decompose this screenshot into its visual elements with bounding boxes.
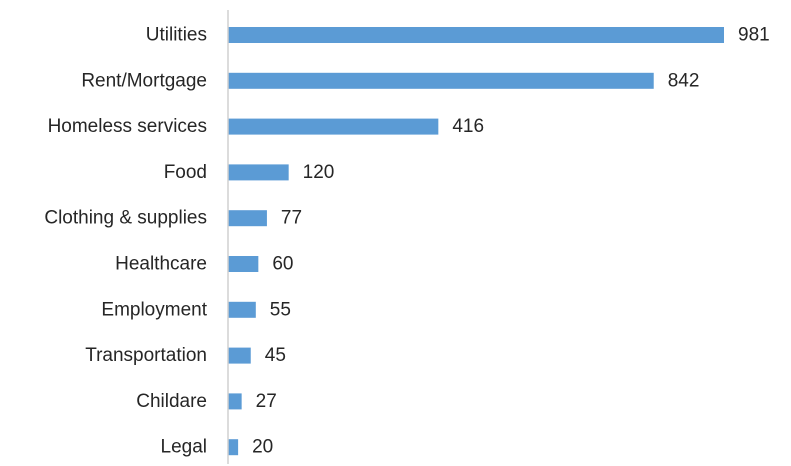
bar-4 [228,210,267,227]
bars-group [228,27,724,456]
category-label-4: Clothing & supplies [44,208,207,229]
value-label-1: 842 [668,70,700,91]
bar-1 [228,72,654,89]
category-label-3: Food [164,162,207,183]
bar-5 [228,256,259,272]
value-label-6: 55 [270,299,291,320]
bar-2 [228,118,439,135]
value-label-5: 60 [272,254,293,275]
bar-7 [228,347,251,364]
category-label-7: Transportation [85,345,207,366]
category-label-5: Healthcare [115,254,207,275]
category-label-0: Utilities [146,25,207,46]
category-label-1: Rent/Mortgage [81,70,207,91]
category-labels-group: Utilities Rent/Mortgage Homeless services F… [44,25,207,458]
category-label-2: Homeless services [48,116,207,137]
value-label-7: 45 [265,345,286,366]
category-label-6: Employment [101,299,207,320]
value-label-9: 20 [252,437,273,458]
value-labels-group: 981 842 416 120 77 60 55 45 27 20 [252,25,770,458]
category-label-9: Legal [161,437,208,458]
category-label-8: Childare [136,391,207,412]
value-label-2: 416 [452,116,484,137]
bar-8 [228,393,242,410]
bar-0 [228,27,724,43]
bar-6 [228,301,256,318]
value-label-8: 27 [256,391,277,412]
bar-3 [228,164,289,181]
value-label-0: 981 [738,25,770,46]
value-label-4: 77 [281,208,302,229]
value-label-3: 120 [303,162,335,183]
bar-9 [228,439,239,456]
